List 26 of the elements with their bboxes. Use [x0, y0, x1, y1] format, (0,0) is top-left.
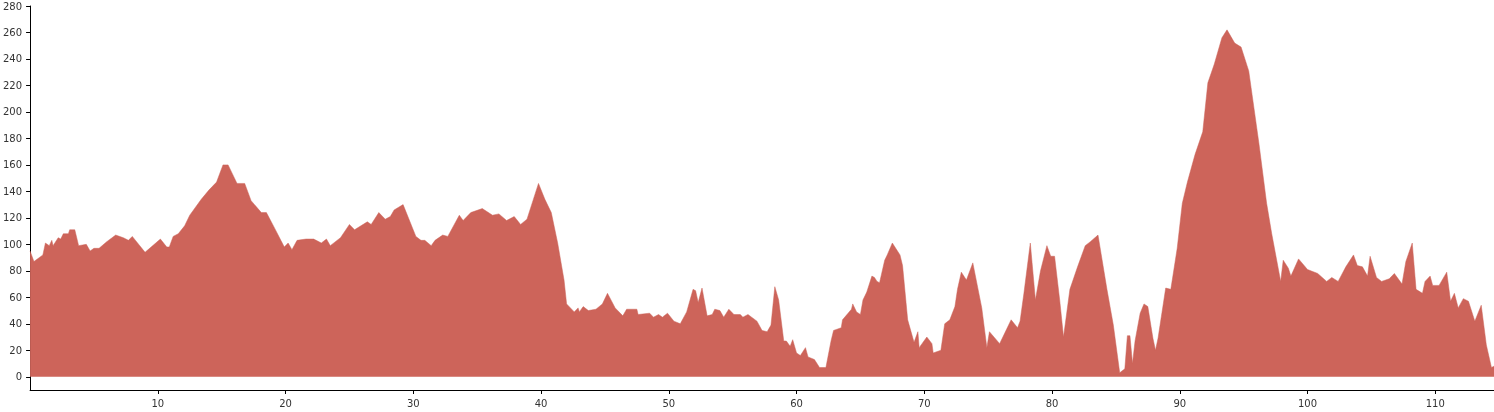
x-tick-label: 110 — [1425, 397, 1445, 409]
x-tick-label: 10 — [151, 397, 165, 409]
y-tick-label: 80 — [9, 265, 23, 277]
y-tick-label: 160 — [2, 159, 23, 171]
x-tick-label: 50 — [662, 397, 676, 409]
y-tick-label: 60 — [9, 291, 23, 303]
y-tick-label: 220 — [2, 79, 23, 91]
y-tick-label: 120 — [2, 212, 23, 224]
y-tick-label: 260 — [2, 26, 23, 38]
x-tick-label: 70 — [917, 397, 931, 409]
y-tick-label: 240 — [2, 53, 23, 65]
x-tick-label: 100 — [1297, 397, 1318, 409]
x-tick-label: 20 — [279, 397, 292, 409]
y-tick-label: 280 — [2, 0, 23, 12]
x-tick-label: 30 — [406, 397, 420, 409]
y-tick-label: 20 — [9, 344, 23, 356]
y-tick-label: 140 — [2, 185, 23, 197]
y-tick-label: 180 — [2, 132, 23, 144]
y-tick-label: 0 — [15, 371, 23, 383]
y-tick-label: 40 — [9, 318, 23, 330]
x-tick-label: 90 — [1173, 397, 1187, 409]
y-tick-label: 200 — [2, 106, 23, 118]
x-tick-label: 60 — [790, 397, 803, 409]
x-tick-label: 40 — [534, 397, 548, 409]
y-tick-label: 100 — [2, 238, 23, 250]
x-tick-label: 80 — [1045, 397, 1059, 409]
